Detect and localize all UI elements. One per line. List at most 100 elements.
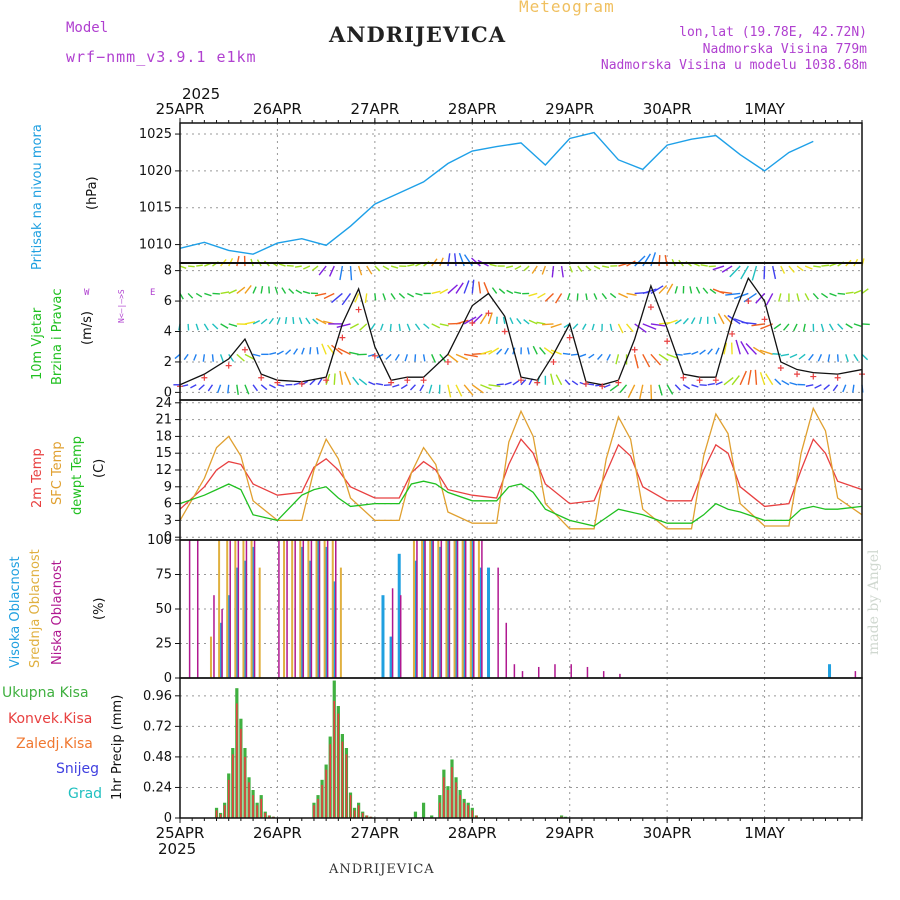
bottom-day-label: 26APR bbox=[253, 824, 302, 842]
precip-conv-bar bbox=[475, 815, 478, 818]
wind-barb bbox=[288, 288, 295, 294]
wind-barb bbox=[301, 347, 305, 355]
wind-barb bbox=[431, 290, 441, 295]
wind-gust-marker bbox=[501, 328, 508, 335]
wind-barb bbox=[821, 292, 829, 299]
wind-barb bbox=[861, 323, 870, 326]
wind-barb bbox=[765, 293, 774, 306]
wind-barb bbox=[292, 317, 295, 324]
cloud-high-bar bbox=[462, 540, 466, 678]
wind-barb bbox=[609, 292, 617, 299]
wind-barb bbox=[682, 317, 689, 325]
temperature-tick-label: 21 bbox=[155, 413, 172, 428]
cloud-mid-bar bbox=[437, 540, 440, 678]
wind-barb bbox=[832, 384, 839, 392]
wind-barb bbox=[305, 317, 311, 325]
wind-barb bbox=[609, 384, 619, 392]
wind-barb bbox=[367, 353, 376, 357]
wind-barb bbox=[455, 319, 469, 325]
wind-barb bbox=[642, 323, 657, 330]
wind-barb bbox=[717, 313, 725, 325]
wind-barb bbox=[394, 353, 400, 361]
precip-conv-bar bbox=[215, 810, 218, 818]
cloud-high-bar bbox=[300, 546, 304, 678]
precip-conv-bar bbox=[240, 728, 242, 818]
wind-barb bbox=[564, 379, 571, 386]
model-label: Model bbox=[66, 20, 109, 36]
wind-barb bbox=[782, 323, 790, 331]
wind-barb bbox=[207, 384, 214, 392]
meteogram-label: Meteogram bbox=[519, 0, 615, 16]
wind-barb bbox=[489, 263, 497, 267]
bottom-day-label: 29APR bbox=[545, 824, 594, 842]
wind-barb bbox=[820, 323, 825, 332]
cloud-high-bar bbox=[308, 560, 312, 678]
wind-barb bbox=[778, 293, 782, 302]
precip-legend-hail: Grad bbox=[68, 786, 103, 802]
wind-barb bbox=[554, 293, 563, 304]
wind-barb bbox=[707, 348, 713, 355]
footer-station: ANDRIJEVICA bbox=[329, 862, 435, 877]
wind-barb bbox=[228, 353, 235, 362]
wind-barb bbox=[195, 323, 199, 331]
cloud-tick-label: 0 bbox=[164, 671, 172, 686]
precip-conv-bar bbox=[244, 756, 246, 818]
wind-barb bbox=[541, 265, 547, 275]
wind-barb bbox=[505, 265, 514, 269]
wind-tick-label: 4 bbox=[164, 325, 172, 340]
cloud-low-bar bbox=[473, 540, 475, 678]
cloud-low-bar bbox=[399, 595, 402, 678]
sfc-temp-line bbox=[179, 406, 863, 530]
wind-barb bbox=[331, 292, 343, 304]
wind-barb bbox=[708, 265, 716, 268]
wind-barb bbox=[344, 371, 352, 386]
precip-conv-bar bbox=[345, 754, 348, 818]
bottom-day-label: 25APR bbox=[156, 824, 205, 842]
wind-barb bbox=[666, 319, 678, 325]
wind-barb bbox=[751, 265, 758, 281]
wind-barb bbox=[789, 353, 798, 359]
wind-barb bbox=[227, 384, 230, 394]
wind-barb bbox=[390, 293, 396, 300]
wind-barb bbox=[798, 353, 806, 360]
wind-barb bbox=[683, 352, 691, 356]
wind-barb bbox=[700, 264, 708, 267]
wind-barb bbox=[658, 384, 663, 396]
wind-barb bbox=[721, 265, 733, 273]
cloud-high-bar bbox=[235, 567, 239, 678]
wind-barb bbox=[727, 314, 741, 325]
wind-barb bbox=[483, 282, 490, 294]
wind-barb bbox=[539, 346, 546, 355]
wind-barb bbox=[852, 384, 855, 393]
precip-conv-bar bbox=[252, 795, 254, 818]
wind-gust-marker bbox=[355, 306, 362, 313]
wind-gust-marker bbox=[599, 383, 606, 390]
wind-barb bbox=[204, 292, 212, 297]
wind-barb bbox=[407, 292, 415, 298]
wind-barb bbox=[479, 313, 488, 325]
wind-barb bbox=[491, 287, 498, 294]
cloud-high-bar bbox=[454, 540, 458, 678]
wind-barb bbox=[754, 369, 758, 385]
wind-barb bbox=[774, 378, 782, 386]
precip-conv-bar bbox=[223, 805, 226, 818]
cloud-mid-bar bbox=[445, 540, 448, 678]
precip-conv-bar bbox=[256, 805, 258, 818]
precip-conv-bar bbox=[268, 815, 271, 818]
wind-barb bbox=[634, 323, 647, 333]
cloud-low-bar bbox=[213, 595, 215, 678]
wind-gust-marker bbox=[534, 379, 541, 386]
wind-barb bbox=[179, 265, 187, 269]
precip-conv-bar bbox=[341, 741, 344, 818]
wind-gust-marker bbox=[664, 338, 671, 345]
wind-barb bbox=[861, 353, 869, 361]
wind-barb bbox=[773, 323, 782, 330]
cloud-high-bar bbox=[332, 581, 336, 678]
wind-barb bbox=[804, 293, 810, 301]
cloud-mid-bar bbox=[250, 540, 253, 678]
wind-gust-marker bbox=[225, 362, 232, 369]
wind-barb bbox=[187, 292, 194, 299]
wind-barb bbox=[566, 293, 571, 301]
wind-barb bbox=[458, 252, 465, 267]
wind-barb bbox=[789, 381, 798, 386]
